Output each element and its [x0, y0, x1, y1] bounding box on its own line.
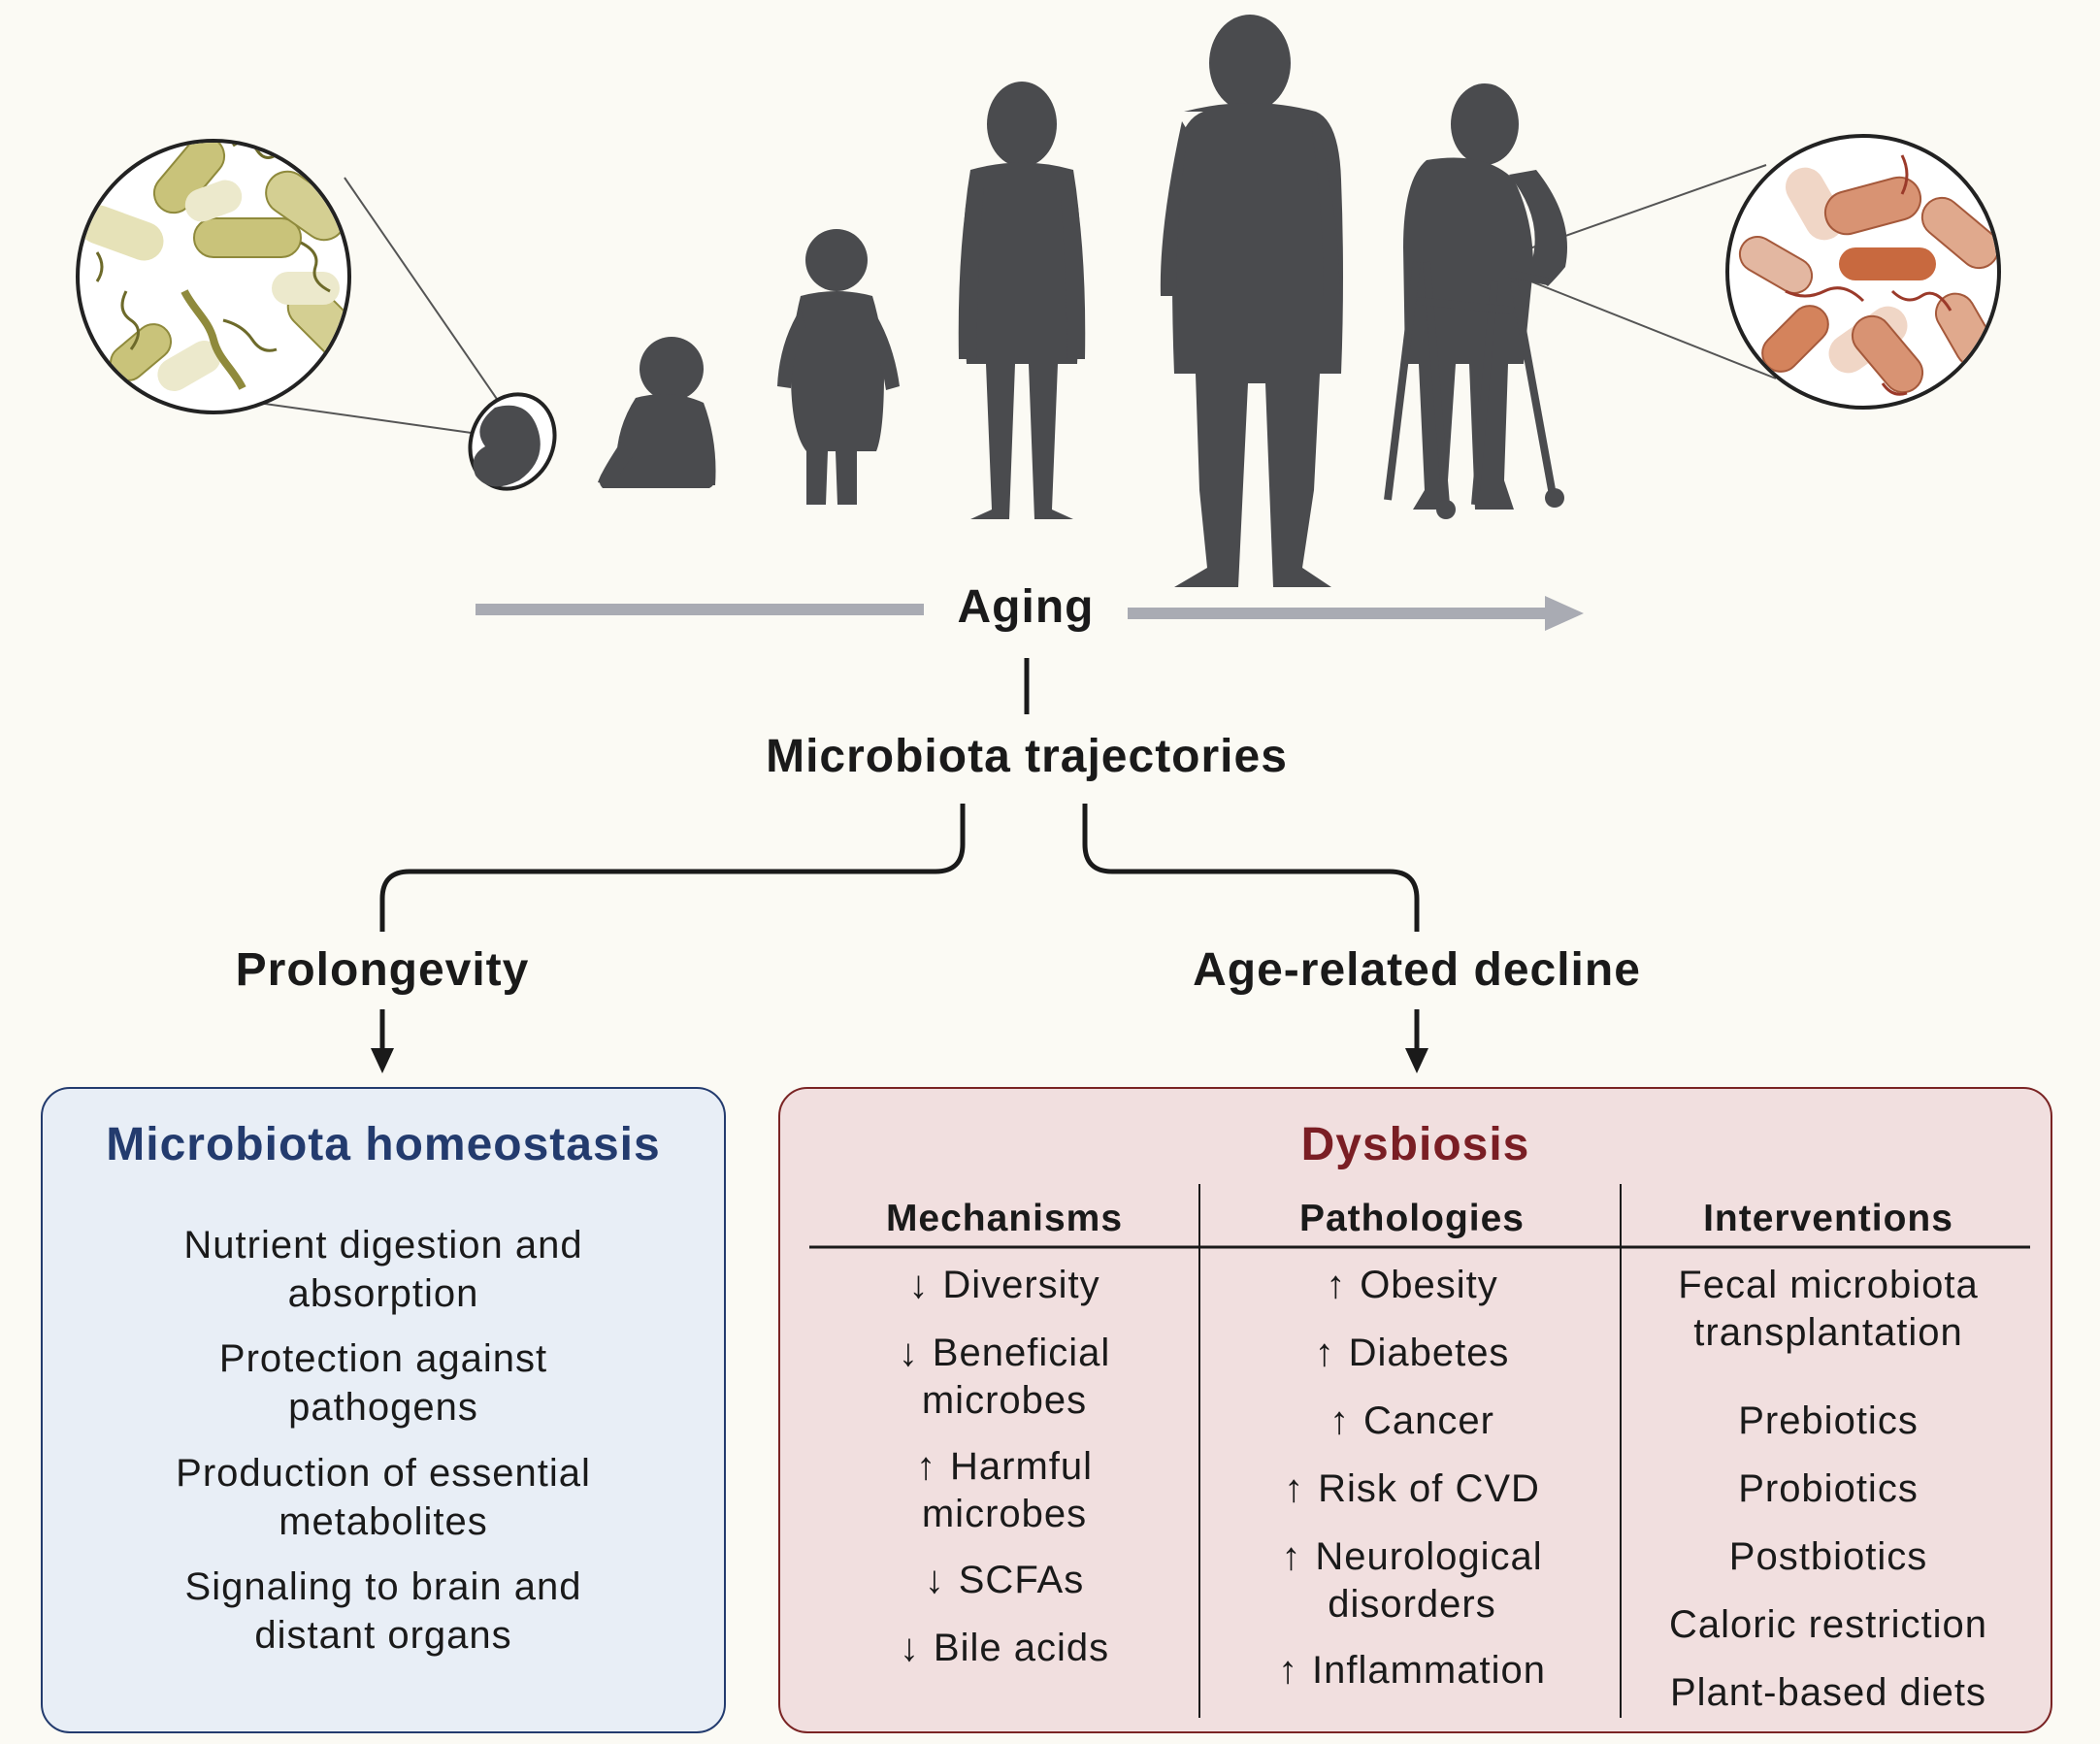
branch-label-prolongevity: Prolongevity	[235, 944, 530, 996]
item-text: Prebiotics	[1738, 1399, 1919, 1442]
aging-label: Aging	[957, 581, 1095, 633]
item-text: Fecal microbiota transplantation	[1678, 1264, 1979, 1354]
zoom-line	[344, 177, 510, 418]
child-silhouette	[958, 82, 1086, 519]
aged-microbiota-icon	[1725, 134, 2001, 410]
homeostasis-item: Production of essential metabolites	[176, 1452, 591, 1543]
timeline-arrowhead	[1545, 596, 1584, 631]
homeostasis-item: Protection against pathogens	[218, 1337, 548, 1429]
item-text: Risk of CVD	[1318, 1467, 1540, 1510]
pathology-item: ↑ Cancer	[1201, 1398, 1623, 1445]
item-text: Caloric restriction	[1669, 1603, 1987, 1646]
mechanism-item: ↑ Harmful microbes	[807, 1443, 1201, 1538]
mechanism-item: ↓ Bile acids	[807, 1625, 1201, 1672]
down-arrow-right-icon	[1405, 1009, 1428, 1073]
item-text: Cancer	[1363, 1399, 1494, 1442]
arrow-up-icon: ↑	[1329, 1399, 1351, 1442]
walker-icon	[1384, 261, 1557, 506]
item-text: Diversity	[942, 1264, 1100, 1306]
arrow-up-icon: ↑	[1278, 1649, 1298, 1692]
arrow-up-icon: ↑	[1284, 1467, 1305, 1510]
homeostasis-box: Microbiota homeostasis Nutrient digestio…	[41, 1087, 726, 1733]
mechanism-item: ↓ Diversity	[807, 1262, 1201, 1309]
homeostasis-item: Signaling to brain and distant organs	[184, 1565, 582, 1657]
column-header-pathologies: Pathologies	[1298, 1198, 1526, 1239]
homeostasis-title: Microbiota homeostasis	[106, 1119, 661, 1170]
column-header-mechanisms: Mechanisms	[885, 1198, 1124, 1239]
baby-silhouette	[598, 337, 716, 488]
pathology-item: ↑ Diabetes	[1201, 1330, 1623, 1377]
arrow-down-icon: ↓	[898, 1332, 919, 1374]
intervention-item: Probiotics	[1623, 1465, 2034, 1513]
item-text: Neurological disorders	[1315, 1535, 1543, 1626]
intervention-item: Caloric restriction	[1623, 1601, 2034, 1649]
dysbiosis-table-lines	[809, 1184, 2030, 1718]
item-text: Postbiotics	[1728, 1535, 1928, 1578]
life-stages	[468, 15, 1567, 587]
pathology-item: ↑ Inflammation	[1201, 1647, 1623, 1695]
intervention-item: Postbiotics	[1623, 1533, 2034, 1581]
mechanism-item: ↓ Beneficial microbes	[807, 1330, 1201, 1425]
dysbiosis-title: Dysbiosis	[1300, 1119, 1530, 1170]
walker-wheel-icon	[1436, 500, 1456, 519]
zoom-line	[1518, 276, 1777, 379]
item-text: Bile acids	[933, 1627, 1110, 1669]
branch-connector-right	[1082, 804, 1420, 932]
walker-wheel-icon	[1545, 488, 1564, 508]
intervention-item: Fecal microbiota transplantation	[1623, 1262, 2034, 1357]
item-text: Probiotics	[1738, 1467, 1919, 1510]
item-text: Beneficial microbes	[921, 1332, 1111, 1422]
item-text: Plant-based diets	[1669, 1671, 1987, 1714]
fetus-silhouette	[468, 392, 557, 491]
arrow-up-icon: ↑	[1314, 1332, 1335, 1374]
pathology-item: ↑ Risk of CVD	[1201, 1465, 1623, 1513]
toddler-silhouette	[777, 229, 900, 505]
arrow-down-icon: ↓	[899, 1627, 920, 1669]
arrow-down-icon: ↓	[924, 1559, 945, 1601]
pathology-item: ↑ Obesity	[1201, 1262, 1623, 1309]
arrow-up-icon: ↑	[1281, 1535, 1302, 1578]
intervention-item: Plant-based diets	[1623, 1669, 2034, 1717]
mechanism-item: ↓ SCFAs	[807, 1557, 1201, 1604]
arrow-up-icon: ↑	[915, 1445, 936, 1488]
item-text: Obesity	[1360, 1264, 1498, 1306]
trajectory-label: Microbiota trajectories	[766, 731, 1288, 782]
zoom-line	[222, 397, 486, 436]
branch-label-decline: Age-related decline	[1193, 944, 1641, 996]
item-text: Diabetes	[1348, 1332, 1510, 1374]
item-text: SCFAs	[958, 1559, 1085, 1601]
intervention-item: Prebiotics	[1623, 1398, 2034, 1445]
arrow-down-icon: ↓	[908, 1264, 930, 1306]
adult-silhouette	[1160, 15, 1343, 587]
branch-connector-left	[379, 804, 966, 932]
healthy-microbiota-icon	[76, 139, 351, 414]
arrow-up-icon: ↑	[1326, 1264, 1347, 1306]
down-arrow-left-icon	[371, 1009, 394, 1073]
column-header-interventions: Interventions	[1703, 1198, 1953, 1239]
item-text: Harmful microbes	[921, 1445, 1094, 1535]
dysbiosis-box: Dysbiosis Mechanisms Pathologies Interve…	[778, 1087, 2052, 1733]
item-text: Inflammation	[1312, 1649, 1546, 1692]
homeostasis-item: Nutrient digestion and absorption	[183, 1224, 583, 1315]
pathology-item: ↑ Neurological disorders	[1201, 1533, 1623, 1629]
